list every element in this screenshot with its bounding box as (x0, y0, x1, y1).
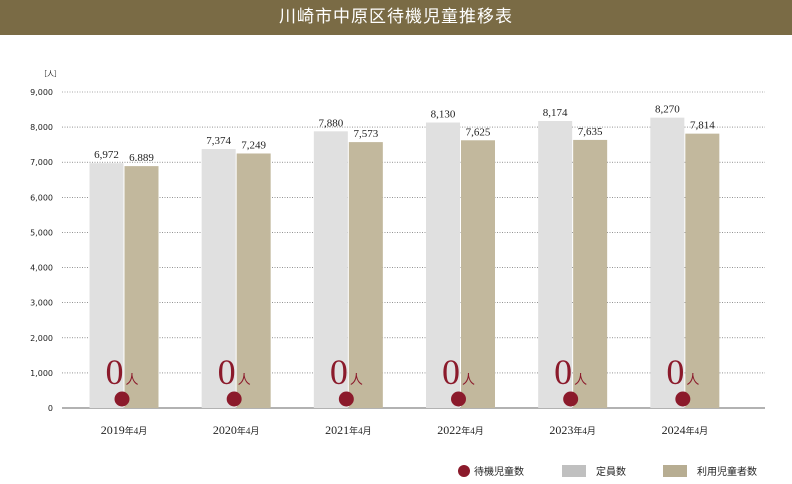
legend-label: 利用児童者数 (697, 465, 757, 478)
x-tick-label: 2022年4月 (437, 423, 484, 437)
y-tick-label: 1,000 (30, 369, 53, 378)
y-axis: 0 1,000 2,000 3,000 4,000 5,000 6,000 7,000 8,00… (30, 88, 53, 413)
waiting-marker (338, 391, 354, 407)
y-tick-label: 7,000 (30, 158, 53, 167)
bar-capacity (89, 163, 124, 408)
bar-capacity (426, 122, 460, 409)
bar-capacity (650, 117, 685, 409)
y-tick-label: 2,000 (30, 334, 53, 343)
x-tick-label: 2019年4月 (101, 423, 148, 437)
y-tick-label: 9,000 (30, 88, 53, 97)
grid-lines (62, 91, 765, 409)
bar-capacity (313, 131, 348, 408)
bar-enrolled (685, 133, 720, 408)
y-axis-unit: ［人］ (40, 70, 61, 78)
legend-label: 待機児童数 (474, 465, 524, 478)
waiting-marker (114, 391, 130, 407)
chart-title: 川崎市中原区待機児童推移表 (0, 0, 792, 35)
data-label-enrolled: 7,249 (241, 139, 266, 151)
x-axis: 2019年4月 2020年4月 2021年4月 2022年4月 2023年4月 2024年… (101, 423, 708, 437)
bar-enrolled (124, 166, 159, 408)
data-label-capacity: 8,130 (431, 109, 456, 121)
data-label-capacity: 6,972 (94, 149, 119, 161)
data-label-enrolled: 7,635 (578, 126, 603, 138)
y-tick-label: 5,000 (30, 228, 53, 237)
data-label-enrolled: 6.889 (129, 152, 154, 164)
waiting-marker (563, 391, 579, 407)
bar-enrolled (573, 139, 608, 408)
bar-enrolled (348, 142, 383, 408)
data-label-capacity: 8,270 (655, 104, 680, 116)
legend-swatch (562, 465, 586, 477)
legend-swatch (458, 465, 470, 477)
y-tick-label: 4,000 (30, 264, 53, 273)
bar-enrolled (461, 140, 495, 408)
bar-capacity (538, 121, 573, 409)
data-label-capacity: 8,174 (543, 107, 568, 119)
x-tick-label: 2021年4月 (325, 423, 372, 437)
y-tick-label: 3,000 (30, 299, 53, 308)
data-label-capacity: 7,374 (206, 135, 231, 147)
y-tick-label: 6,000 (30, 193, 53, 202)
waiting-marker (451, 391, 466, 407)
legend: 待機児童数 定員数 利用児童者数 (458, 465, 757, 478)
y-tick-label: 8,000 (30, 123, 53, 132)
y-tick-label: 0 (48, 404, 53, 413)
waiting-marker (675, 391, 691, 407)
data-label-enrolled: 7,625 (466, 126, 491, 138)
data-label-capacity: 7,880 (318, 117, 343, 129)
legend-swatch (663, 465, 687, 477)
bar-enrolled (236, 153, 271, 408)
bar-capacity (201, 149, 236, 408)
legend-label: 定員数 (596, 465, 626, 478)
data-label-enrolled: 7,814 (690, 120, 715, 132)
x-tick-label: 2024年4月 (662, 423, 709, 437)
x-tick-label: 2020年4月 (213, 423, 260, 437)
waiting-marker (226, 391, 242, 407)
data-label-enrolled: 7,573 (353, 128, 378, 140)
x-tick-label: 2023年4月 (549, 423, 596, 437)
